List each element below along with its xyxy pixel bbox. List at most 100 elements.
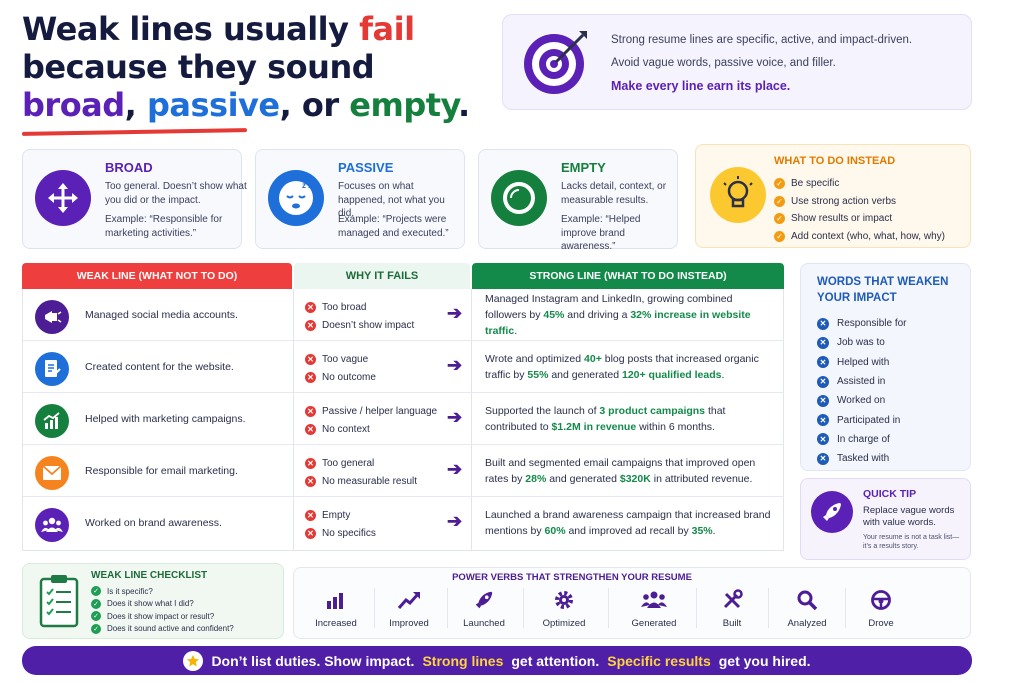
why-item: ✕ Doesn’t show impact <box>305 316 455 334</box>
verb-divider <box>845 588 846 628</box>
card-desc: Lacks detail, context, or measurable res… <box>561 181 667 206</box>
strong-highlight: 45% <box>543 309 565 321</box>
rocket-icon <box>473 586 495 614</box>
strong-text: within 6 months. <box>636 421 715 433</box>
footer-banner: Don’t list duties. Show impact. Strong l… <box>22 646 972 675</box>
strong-text: . <box>712 525 716 537</box>
trend-up-icon <box>397 586 421 614</box>
strong-text: blog posts that increased organic traffi… <box>485 353 759 381</box>
strong-line-text: Wrote and optimized 40+ blog posts that … <box>485 341 775 393</box>
strong-highlight: 35% <box>691 525 713 537</box>
clipboard-icon <box>39 575 79 628</box>
check-icon: ✓ <box>91 598 101 609</box>
weak-line-text: Worked on brand awareness. <box>85 517 222 529</box>
checklist-item-label: Does it show what I did? <box>107 599 194 609</box>
why-item: ✕ No outcome <box>305 368 455 386</box>
verb-divider <box>768 588 769 628</box>
power-verbs-card: POWER VERBS THAT STRENGTHEN YOUR RESUME … <box>293 567 971 639</box>
x-icon: ✕ <box>305 301 316 313</box>
strong-line-text: Launched a brand awareness campaign that… <box>485 497 775 549</box>
header-weak-line: WEAK LINE (WHAT NOT TO DO) <box>22 263 292 289</box>
verb-label: Launched <box>463 618 505 629</box>
envelope-icon <box>35 456 69 490</box>
strong-highlight: 60% <box>544 525 566 537</box>
card-empty: EMPTY Lacks detail, context, or measurab… <box>478 149 678 252</box>
strong-text: . <box>514 325 518 337</box>
check-icon: ✓ <box>774 213 785 225</box>
card-example: Example: “Helped improve brand awareness… <box>561 214 641 252</box>
why-item-label: No outcome <box>322 371 376 383</box>
tools-icon <box>721 586 743 614</box>
weak-word-item: ✕ Assisted in <box>817 372 906 391</box>
checklist-item-label: Does it show impact or result? <box>107 611 215 621</box>
table-row: Created content for the website. ✕ Too va… <box>23 341 783 393</box>
verb-increased: Increased <box>298 586 374 636</box>
strong-text: and driving a <box>564 309 631 321</box>
card-title: EMPTY <box>561 160 606 175</box>
rocket-icon <box>811 491 853 533</box>
weak-line-text: Managed social media accounts. <box>85 309 238 321</box>
strong-highlight: 3 product campaigns <box>599 405 706 417</box>
x-icon: ✕ <box>817 452 829 465</box>
strong-text: and generated <box>548 369 622 381</box>
strong-line-text: Supported the launch of 3 product campai… <box>485 393 775 445</box>
weak-words-list: ✕ Responsible for ✕ Job was to ✕ Helped wit… <box>817 314 906 468</box>
todo-item-label: Use strong action verbs <box>791 195 897 207</box>
verb-improved: Improved <box>371 586 447 636</box>
why-fails-list: ✕ Too vague ✕ No outcome <box>305 350 455 386</box>
power-verbs-title: POWER VERBS THAT STRENGTHEN YOUR RESUME <box>452 572 692 583</box>
verb-analyzed: Analyzed <box>769 586 845 636</box>
card-broad: BROAD Too general. Doesn’t show what you… <box>22 149 247 249</box>
todo-item: ✓ Use strong action verbs <box>774 193 945 211</box>
why-fails-list: ✕ Empty ✕ No specifics <box>305 506 455 542</box>
why-item: ✕ Empty <box>305 506 455 524</box>
target-icon <box>524 31 587 94</box>
checklist-item: ✓ Does it show impact or result? <box>91 610 234 623</box>
team-icon <box>641 586 667 614</box>
intro-p3: Make every line earn its place. <box>611 79 791 93</box>
checklist-item: ✓ Does it sound active and confident? <box>91 623 234 636</box>
headline-text: Weak lines usually <box>22 10 360 48</box>
strong-text: that contributed to <box>485 405 726 433</box>
why-item-label: Passive / helper language <box>322 405 438 417</box>
card-example: Example: “Projects were managed and exec… <box>338 214 449 239</box>
weak-word-item: ✕ Responsible for <box>817 314 906 333</box>
x-icon: ✕ <box>817 375 829 388</box>
x-icon: ✕ <box>305 475 316 487</box>
banner-text: Don’t list duties. Show impact. <box>211 652 415 669</box>
headline-period: . <box>457 86 470 124</box>
verb-generated: Generated <box>616 586 692 636</box>
people-icon <box>35 508 69 542</box>
check-icon: ✓ <box>91 611 101 622</box>
headline: Weak lines usually fail because they sou… <box>22 10 492 124</box>
arrows-out-icon <box>35 170 91 226</box>
weak-word-label: Participated in <box>837 414 901 426</box>
sleepy-face-icon: z z <box>268 170 324 226</box>
checklist-list: ✓ Is it specific? ✓ Does it show what I di… <box>91 585 234 635</box>
verb-label: Analyzed <box>787 618 827 629</box>
verb-label: Generated <box>631 618 677 629</box>
strong-text: Managed Instagram and LinkedIn, growing … <box>485 293 733 321</box>
why-item: ✕ Passive / helper language <box>305 402 455 420</box>
weak-word-label: Helped with <box>837 356 890 368</box>
verb-divider <box>696 588 697 628</box>
strong-text: Built and segmented email campaigns that… <box>485 457 756 485</box>
todo-title: WHAT TO DO INSTEAD <box>774 155 896 167</box>
why-item: ✕ No measurable result <box>305 472 455 490</box>
why-item-label: Empty <box>322 509 351 521</box>
verb-optimized: Optimized <box>526 586 602 636</box>
header-strong-line: STRONG LINE (WHAT TO DO INSTEAD) <box>472 263 784 289</box>
checklist-item-label: Does it sound active and confident? <box>107 624 234 634</box>
verb-label: Increased <box>315 618 357 629</box>
verb-label: Improved <box>389 618 429 629</box>
strong-text: Launched a brand awareness campaign that… <box>485 509 771 537</box>
headline-sep: , or <box>279 86 350 124</box>
strong-line-text: Built and segmented email campaigns that… <box>485 445 775 497</box>
check-icon: ✓ <box>774 178 785 190</box>
why-fails-list: ✕ Passive / helper language ✕ No context <box>305 402 455 438</box>
weak-word-item: ✕ In charge of <box>817 430 906 449</box>
chart-up-icon <box>35 404 69 438</box>
banner-text: get attention. <box>511 652 600 669</box>
quick-tip-card: QUICK TIP Replace vague words with value… <box>800 478 971 560</box>
svg-text:z z: z z <box>302 181 312 190</box>
